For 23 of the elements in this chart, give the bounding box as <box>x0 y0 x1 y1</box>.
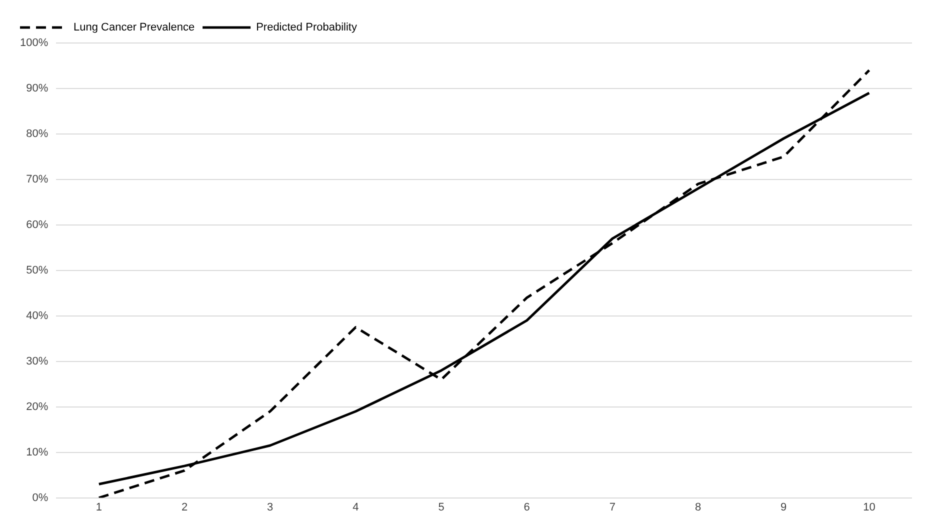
y-tick-label: 80% <box>26 128 48 140</box>
x-tick-label: 5 <box>438 501 444 514</box>
y-tick-label: 70% <box>26 173 48 186</box>
y-tick-label: 40% <box>26 310 48 322</box>
y-tick-label: 60% <box>26 218 48 231</box>
y-tick-label: 50% <box>26 264 48 276</box>
x-tick-label: 3 <box>267 501 274 514</box>
x-tick-label: 2 <box>181 501 188 514</box>
y-tick-label: 20% <box>26 400 48 413</box>
x-tick-label: 9 <box>780 501 787 514</box>
x-tick-label: 4 <box>352 501 359 514</box>
x-tick-label: 8 <box>694 501 702 514</box>
y-tick-label: 90% <box>26 82 48 95</box>
y-tick-label: 0% <box>32 492 48 504</box>
y-tick-label: 10% <box>26 446 48 458</box>
x-tick-label: 6 <box>524 501 530 514</box>
legend-label: Lung Cancer Prevalence <box>74 22 195 34</box>
x-tick-label: 10 <box>863 501 876 514</box>
legend-label: Predicted Probability <box>256 22 358 34</box>
y-tick-label: 100% <box>20 37 48 50</box>
x-tick-label: 1 <box>96 501 102 514</box>
x-tick-label: 7 <box>609 501 616 514</box>
y-tick-label: 30% <box>26 355 48 368</box>
